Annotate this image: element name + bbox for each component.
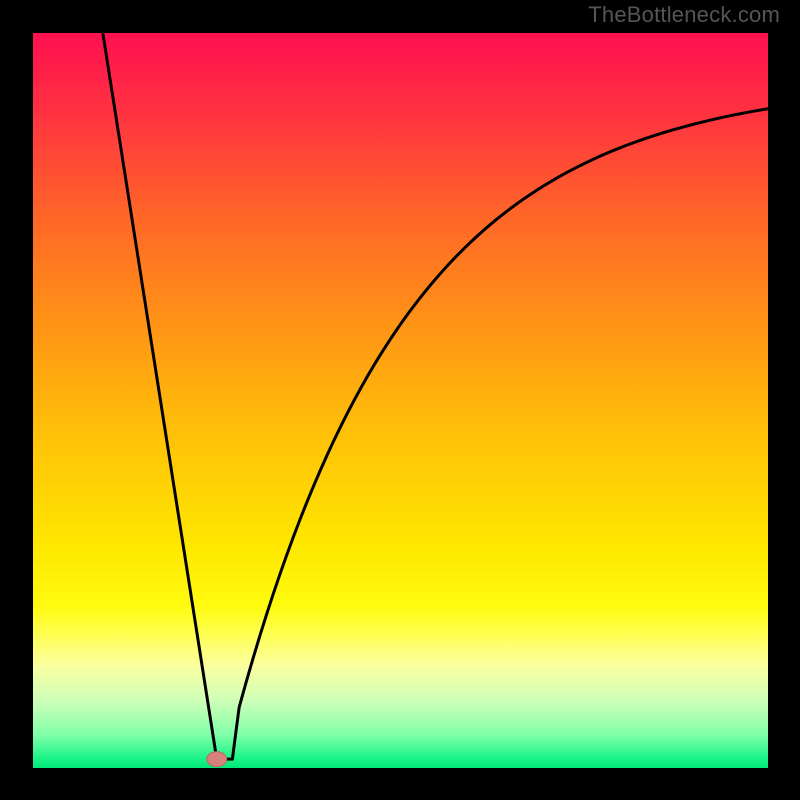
plot-area (33, 33, 768, 768)
minimum-marker (207, 752, 227, 767)
chart-frame: TheBottleneck.com (0, 0, 800, 800)
curve-overlay (33, 33, 768, 768)
watermark-text: TheBottleneck.com (588, 2, 780, 28)
bottleneck-curve (103, 33, 768, 762)
